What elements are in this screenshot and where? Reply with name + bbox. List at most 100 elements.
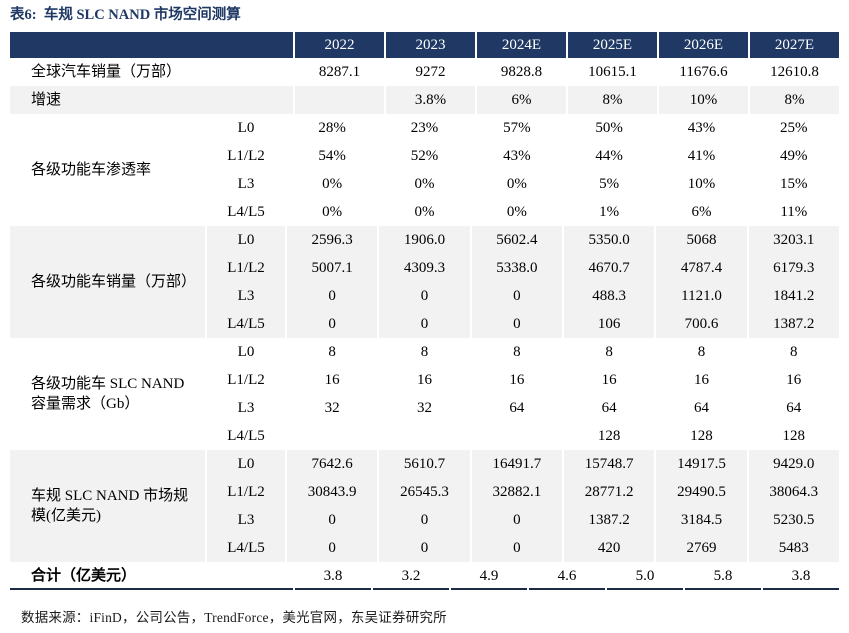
value-cell: 38064.3 (748, 478, 839, 506)
table-row: L0 28% 23% 57% 50% 43% 25% (207, 114, 839, 142)
value-cell: 8 (748, 338, 839, 366)
value-cell: 3203.1 (748, 226, 839, 254)
sub-label: L3 (207, 170, 285, 198)
value-cell: 23% (379, 114, 470, 142)
value-cell: 700.6 (656, 310, 747, 338)
table-group-sales-by-level: 各级功能车销量（万部） L0 2596.3 1906.0 5602.4 5350… (10, 226, 839, 338)
value-cell: 3184.5 (656, 506, 747, 534)
value-cell: 57% (471, 114, 562, 142)
value-cell: 3.8% (386, 86, 475, 114)
value-cell: 1387.2 (563, 506, 655, 534)
table-group-market-size: 车规 SLC NAND 市场规模(亿美元) L0 7642.6 5610.7 1… (10, 450, 839, 562)
value-cell: 16 (656, 366, 747, 394)
sub-label: L4/L5 (207, 422, 285, 450)
value-cell: 0 (471, 310, 562, 338)
sub-label: L1/L2 (207, 478, 285, 506)
value-cell: 49% (748, 142, 839, 170)
value-cell: 6179.3 (748, 254, 839, 282)
value-cell: 128 (656, 422, 747, 450)
sub-label: L0 (207, 450, 285, 478)
total-value-cell: 4.6 (529, 562, 605, 590)
sub-label: L3 (207, 282, 285, 310)
total-value-cell: 5.0 (607, 562, 683, 590)
value-cell: 64 (656, 394, 747, 422)
value-cell: 14917.5 (656, 450, 747, 478)
value-cell: 0 (287, 506, 378, 534)
sub-label: L4/L5 (207, 198, 285, 226)
value-cell: 0 (379, 506, 470, 534)
table-group-penetration: 各级功能车渗透率 L0 28% 23% 57% 50% 43% 25% L1/L… (10, 114, 839, 226)
sub-label: L1/L2 (207, 142, 285, 170)
value-cell: 5338.0 (471, 254, 562, 282)
table-row: L0 7642.6 5610.7 16491.7 15748.7 14917.5… (207, 450, 839, 478)
total-value-cell: 5.8 (685, 562, 761, 590)
value-cell: 16491.7 (471, 450, 562, 478)
value-cell: 420 (563, 534, 655, 562)
value-cell: 5602.4 (471, 226, 562, 254)
table-row-global-sales: 全球汽车销量（万部） 8287.1 9272 9828.8 10615.1 11… (10, 58, 839, 86)
value-cell: 0 (287, 282, 378, 310)
value-cell: 9272 (386, 58, 475, 86)
table-row: L0 8 8 8 8 8 8 (207, 338, 839, 366)
sub-label: L0 (207, 114, 285, 142)
table-row-growth: 增速 3.8% 6% 8% 10% 8% (10, 86, 839, 114)
table-row: L4/L5 0% 0% 0% 1% 6% 11% (207, 198, 839, 226)
row-label: 全球汽车销量（万部） (10, 58, 293, 86)
value-cell: 1121.0 (656, 282, 747, 310)
value-cell: 16 (748, 366, 839, 394)
year-header-2024e: 2024E (477, 32, 566, 58)
value-cell: 5350.0 (563, 226, 655, 254)
year-header-2025e: 2025E (568, 32, 657, 58)
value-cell: 6% (656, 198, 747, 226)
value-cell: 488.3 (563, 282, 655, 310)
value-cell: 43% (471, 142, 562, 170)
table-row-total: 合计（亿美元） 3.8 3.2 4.9 4.6 5.0 5.8 3.8 (10, 562, 839, 590)
table-row: L3 32 32 64 64 64 64 (207, 394, 839, 422)
sub-label: L3 (207, 394, 285, 422)
value-cell: 15748.7 (563, 450, 655, 478)
data-source-note: 数据来源：iFinD，公司公告，TrendForce，美光官网，东吴证券研究所 (21, 610, 447, 625)
sub-label: L0 (207, 226, 285, 254)
table-row: L3 0 0 0 1387.2 3184.5 5230.5 (207, 506, 839, 534)
value-cell: 5230.5 (748, 506, 839, 534)
value-cell: 29490.5 (656, 478, 747, 506)
table-group-capacity-demand: 各级功能车 SLC NAND 容量需求（Gb） L0 8 8 8 8 8 8 L… (10, 338, 839, 450)
value-cell: 4670.7 (563, 254, 655, 282)
total-value-cell: 4.9 (451, 562, 527, 590)
header-spacer-cell (10, 32, 293, 58)
value-cell: 0 (471, 506, 562, 534)
sub-label: L4/L5 (207, 534, 285, 562)
year-header-2022: 2022 (295, 32, 384, 58)
value-cell: 10% (659, 86, 748, 114)
table-row: L4/L5 128 128 128 (207, 422, 839, 450)
value-cell (295, 86, 384, 114)
value-cell: 1387.2 (748, 310, 839, 338)
value-cell: 0% (379, 198, 470, 226)
value-cell: 8% (568, 86, 657, 114)
value-cell: 30843.9 (287, 478, 378, 506)
value-cell: 0% (287, 198, 378, 226)
table-row: L3 0 0 0 488.3 1121.0 1841.2 (207, 282, 839, 310)
value-cell: 11676.6 (659, 58, 748, 86)
value-cell: 1841.2 (748, 282, 839, 310)
value-cell: 44% (563, 142, 655, 170)
year-header-2026e: 2026E (659, 32, 748, 58)
value-cell: 25% (748, 114, 839, 142)
value-cell: 0 (471, 282, 562, 310)
value-cell: 128 (563, 422, 655, 450)
table-header-row: 2022 2023 2024E 2025E 2026E 2027E (10, 32, 839, 58)
value-cell: 0 (379, 534, 470, 562)
group-rows: L0 7642.6 5610.7 16491.7 15748.7 14917.5… (207, 450, 839, 562)
value-cell: 8 (471, 338, 562, 366)
value-cell: 32 (287, 394, 378, 422)
value-cell: 4309.3 (379, 254, 470, 282)
value-cell: 8 (287, 338, 378, 366)
value-cell: 16 (379, 366, 470, 394)
value-cell: 0 (287, 534, 378, 562)
value-cell: 2596.3 (287, 226, 378, 254)
table-title: 表6: 车规 SLC NAND 市场空间测算 (10, 7, 241, 23)
value-cell: 0 (287, 310, 378, 338)
value-cell: 9828.8 (477, 58, 566, 86)
value-cell: 26545.3 (379, 478, 470, 506)
